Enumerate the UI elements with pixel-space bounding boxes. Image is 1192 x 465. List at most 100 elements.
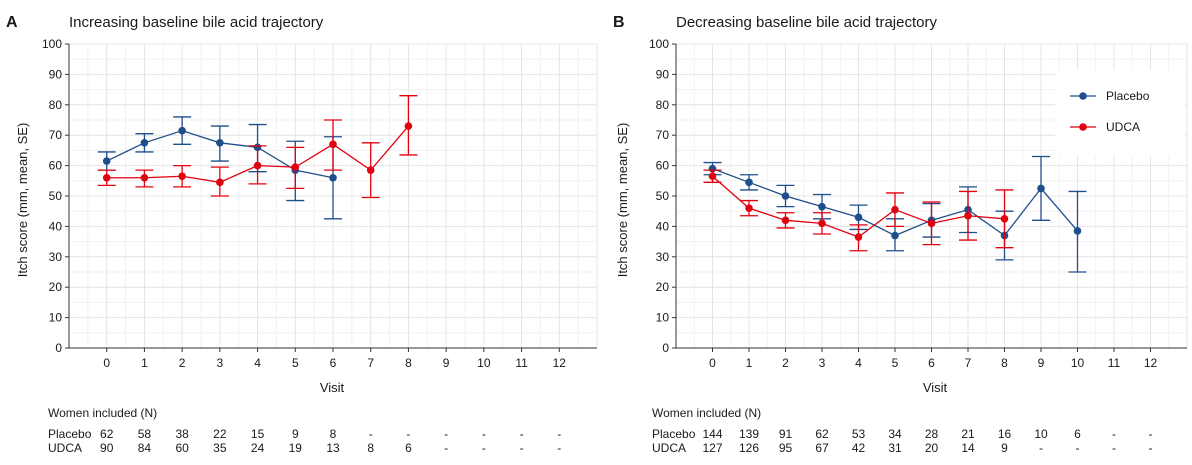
- panel-a-x-tick-label: 10: [477, 356, 491, 370]
- panel-b-n-table-cell: 62: [815, 427, 829, 441]
- panel-a-n-table-cell: 84: [138, 441, 152, 455]
- panel-a-x-tick-label: 11: [515, 356, 528, 370]
- panel-a-n-table-cell: 58: [138, 427, 152, 441]
- panel-a-y-tick-label: 60: [49, 159, 63, 173]
- panel-b-x-tick-label: 11: [1108, 356, 1121, 370]
- panel-a-n-table-cell: 19: [289, 441, 303, 455]
- panel-b-x-tick-label: 7: [965, 356, 972, 370]
- panel-b-y-tick-label: 20: [656, 280, 670, 294]
- panel-a-n-table-cell: 60: [175, 441, 189, 455]
- panel-b-y-tick-label: 40: [656, 219, 670, 233]
- panel-b-n-table-cell: 126: [739, 441, 759, 455]
- panel-b-x-tick-label: 9: [1038, 356, 1045, 370]
- panel-a-n-table-cell: -: [520, 441, 524, 455]
- panel-a-n-table-row-label: UDCA: [48, 441, 82, 455]
- panel-b-udca-point: [854, 233, 863, 241]
- panel-a-y-tick-label: 0: [55, 341, 62, 355]
- panel-a-udca-point: [291, 163, 300, 171]
- panel-b-n-table-cell: 9: [1001, 441, 1008, 455]
- panel-b-n-table-cell: -: [1112, 441, 1116, 455]
- panel-b-n-table-row-label: Placebo: [652, 427, 696, 441]
- panel-b-n-table-cell: 67: [815, 441, 829, 455]
- panel-b-n-table-cell: 127: [702, 441, 722, 455]
- panel-a-n-table-cell: 62: [100, 427, 114, 441]
- panel-a-n-table-cell: -: [406, 427, 410, 441]
- panel-a-n-table-cell: 13: [326, 441, 340, 455]
- panel-b-legend-label: Placebo: [1106, 89, 1150, 103]
- panel-b-udca-point: [891, 205, 899, 214]
- panel-b-placebo-point: [1073, 227, 1082, 235]
- panel-b-placebo-point: [891, 231, 899, 240]
- panel-b-xlabel: Visit: [923, 380, 948, 395]
- panel-a-n-table-cell: -: [482, 441, 486, 455]
- panel-b-x-tick-label: 10: [1071, 356, 1085, 370]
- panel-b-x-tick-label: 1: [746, 356, 753, 370]
- panel-b-udca-point: [964, 211, 972, 220]
- panel-b-x-tick-label: 4: [855, 356, 862, 370]
- panel-b-n-table-cell: 28: [925, 427, 939, 441]
- panel-b-legend-label: UDCA: [1106, 120, 1140, 134]
- panel-a-n-table-cell: 8: [367, 441, 374, 455]
- panel-a-x-tick-label: 1: [141, 356, 148, 370]
- panel-b-placebo-point: [781, 192, 790, 200]
- panel-b-x-tick-label: 2: [782, 356, 789, 370]
- panel-a-y-tick-label: 80: [49, 98, 63, 112]
- panel-a-udca-point: [253, 161, 262, 170]
- panel-b-placebo-point: [1037, 184, 1045, 193]
- panel-b-y-tick-label: 10: [656, 311, 670, 325]
- panel-b-x-tick-label: 0: [709, 356, 716, 370]
- panel-a-placebo-point: [140, 139, 149, 147]
- panel-a-x-tick-label: 3: [217, 356, 224, 370]
- panel-a-udca-point: [366, 166, 375, 174]
- panel-b-udca-point: [708, 172, 717, 181]
- panel-a-n-table-cell: 24: [251, 441, 265, 455]
- panel-a-udca-point: [216, 178, 224, 187]
- panel-a-y-tick-label: 30: [49, 250, 63, 264]
- panel-b-n-table-cell: 31: [888, 441, 902, 455]
- panel-a-y-tick-label: 90: [49, 67, 63, 81]
- panel-b-placebo-point: [745, 178, 753, 187]
- panel-b-legend-box: [1055, 70, 1185, 156]
- panel-a-n-table-cell: -: [520, 427, 524, 441]
- panel-b-y-tick-label: 100: [649, 37, 669, 51]
- panel-a-n-table-cell: -: [557, 441, 561, 455]
- panel-b-n-table-cell: -: [1076, 441, 1080, 455]
- panel-b-placebo-point: [818, 202, 826, 211]
- panel-a-udca-point: [404, 122, 413, 130]
- panel-a-x-tick-label: 5: [292, 356, 299, 370]
- panel-b-x-tick-label: 6: [928, 356, 935, 370]
- panel-b-x-tick-label: 12: [1144, 356, 1158, 370]
- panel-a-n-table-cell: -: [444, 427, 448, 441]
- panel-b-n-table-row-label: UDCA: [652, 441, 686, 455]
- panel-a-udca-point: [329, 140, 337, 149]
- panel-a-placebo-point: [102, 157, 111, 165]
- panel-b-n-table-cell: 34: [888, 427, 902, 441]
- panel-b-legend: Placebo UDCA: [1055, 70, 1185, 156]
- panel-b-y-tick-label: 80: [656, 98, 670, 112]
- panel-b-n-table-cell: 14: [961, 441, 975, 455]
- panel-a-n-table-cell: -: [557, 427, 561, 441]
- panel-a-n-table-cell: 22: [213, 427, 227, 441]
- panel-a-udca-point: [102, 173, 111, 182]
- panel-b-x-tick-label: 3: [819, 356, 826, 370]
- panel-a-y-tick-label: 10: [49, 311, 63, 325]
- panel-b-letter: B: [613, 14, 625, 31]
- panel-a-n-table-cell: 8: [330, 427, 337, 441]
- panel-a-ylabel: Itch score (mm, mean, SE): [15, 123, 30, 278]
- panel-a-y-tick-label: 50: [49, 189, 63, 203]
- panel-b-n-table-cell: -: [1112, 427, 1116, 441]
- panel-b-n-table-cell: 144: [702, 427, 722, 441]
- panel-b-title: Decreasing baseline bile acid trajectory: [676, 14, 937, 31]
- panel-b-legend-swatch-point: [1079, 123, 1087, 131]
- panel-a-x-tick-label: 9: [443, 356, 450, 370]
- panel-b-n-table-cell: 91: [779, 427, 793, 441]
- panel-b-n-table-cell: -: [1149, 441, 1153, 455]
- panel-a-n-table-row-label: Placebo: [48, 427, 92, 441]
- panel-a-n-table-cell: -: [369, 427, 373, 441]
- panel-a-n-table-cell: 38: [175, 427, 189, 441]
- panel-a-n-table-cell: 90: [100, 441, 114, 455]
- panel-a-n-table-cell: -: [444, 441, 448, 455]
- panel-b-ylabel: Itch score (mm, mean, SE): [615, 123, 630, 278]
